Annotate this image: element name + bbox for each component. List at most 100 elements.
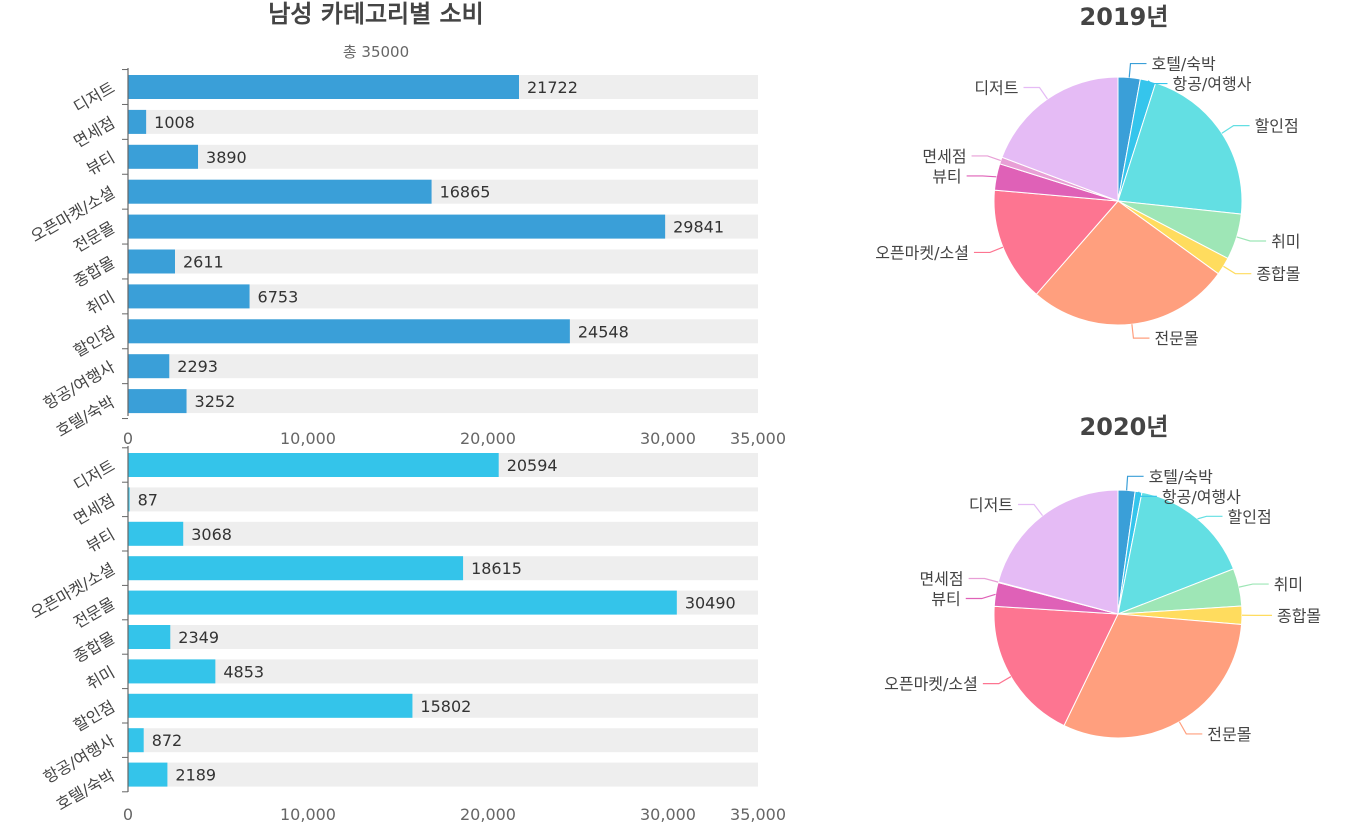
bar-뷰티[interactable]	[128, 521, 184, 546]
bar-전문몰[interactable]	[128, 214, 666, 239]
bar-디저트[interactable]	[128, 75, 519, 99]
bar-취미[interactable]	[128, 284, 250, 309]
pie-label-line	[965, 593, 996, 600]
bar-항공-여행사[interactable]	[128, 728, 144, 753]
pie-label-line	[1138, 491, 1157, 497]
pie-label: 할인점	[1228, 507, 1272, 526]
pie-label-line	[1238, 583, 1269, 588]
x-tick-label: 30,000	[640, 805, 696, 824]
bar-오픈마켓-소셜[interactable]	[128, 179, 432, 204]
category-label: 전문몰	[70, 594, 118, 633]
pie-slice-오픈마켓-소셜[interactable]	[993, 605, 1119, 727]
bar-value-label: 30490	[685, 594, 736, 613]
bar-호텔-숙박[interactable]	[128, 389, 187, 414]
pie-label: 디저트	[974, 79, 1018, 98]
chart-title: 남성 카테고리별 소비	[268, 0, 483, 28]
pie-label: 할인점	[1255, 117, 1299, 136]
pie-label: 항공/여행사	[1172, 75, 1251, 94]
pie-label: 종합몰	[1277, 606, 1321, 625]
pie-label: 오픈마켓/소셜	[875, 243, 969, 262]
pie-label-line	[973, 246, 1004, 254]
category-label: 뷰티	[83, 525, 118, 556]
pie-label: 면세점	[919, 570, 963, 589]
bar-할인점[interactable]	[128, 693, 413, 718]
category-label: 디저트	[70, 78, 118, 117]
category-label: 취미	[83, 662, 118, 693]
bar-호텔-숙박[interactable]	[128, 762, 168, 787]
bar-value-label: 872	[152, 731, 183, 750]
bar-track-면세점	[128, 109, 758, 134]
pie-label-line	[971, 155, 1001, 162]
bar-value-label: 21722	[527, 78, 578, 97]
pie-label: 호텔/숙박	[1149, 467, 1214, 486]
pie-label: 취미	[1274, 575, 1303, 594]
bar-면세점[interactable]	[128, 109, 147, 134]
pie-label-line	[968, 577, 999, 583]
bar-전문몰[interactable]	[128, 590, 677, 615]
category-label: 종합몰	[70, 628, 118, 667]
pie-label-line	[1126, 475, 1144, 491]
bar-track-취미	[128, 659, 758, 684]
bar-value-label: 15802	[420, 697, 471, 716]
bar-value-label: 6753	[258, 287, 299, 306]
bar-취미[interactable]	[128, 659, 216, 684]
bar-면세점[interactable]	[128, 487, 130, 512]
bar-뷰티[interactable]	[128, 144, 199, 169]
x-tick-label: 35,000	[730, 429, 786, 448]
pie-label-line	[982, 676, 1012, 685]
x-tick-label: 0	[123, 429, 133, 448]
pie-label: 전문몰	[1207, 725, 1251, 744]
pie-slice-오픈마켓-소셜[interactable]	[993, 189, 1120, 296]
bar-디저트[interactable]	[128, 453, 499, 477]
bar-track-항공-여행사	[128, 354, 758, 379]
bar-track-호텔-숙박	[128, 762, 758, 787]
pie-slice-전문몰[interactable]	[1035, 200, 1220, 326]
bar-할인점[interactable]	[128, 319, 570, 344]
bar-track-뷰티	[128, 521, 758, 546]
pie-label-line	[1018, 503, 1044, 516]
pie-slice-할인점[interactable]	[1117, 82, 1243, 215]
pie-label: 취미	[1271, 232, 1300, 251]
x-tick-label: 35,000	[730, 805, 786, 824]
bar-오픈마켓-소셜[interactable]	[128, 556, 464, 581]
pie-label: 뷰티	[931, 590, 960, 609]
pie-label-line	[1223, 265, 1252, 275]
pie-label: 뷰티	[932, 167, 961, 186]
pie-label: 오픈마켓/소셜	[884, 675, 978, 694]
pie-label: 면세점	[922, 147, 966, 166]
pie-label: 호텔/숙박	[1151, 55, 1216, 74]
pie-title-2020: 2020년	[1080, 413, 1169, 441]
bar-track-종합몰	[128, 625, 758, 649]
bar-value-label: 16865	[440, 183, 491, 202]
category-label: 종합몰	[70, 253, 118, 292]
bar-항공-여행사[interactable]	[128, 354, 170, 379]
x-tick-label: 20,000	[460, 805, 516, 824]
category-label: 면세점	[70, 490, 118, 529]
bar-value-label: 29841	[673, 218, 724, 237]
x-tick-label: 0	[123, 805, 133, 824]
pie-label-line	[1131, 324, 1150, 339]
pie-label-line	[966, 175, 997, 178]
pie-label-line	[1023, 86, 1048, 100]
pie-slice-전문몰[interactable]	[1063, 613, 1243, 739]
category-label: 면세점	[70, 113, 118, 152]
bar-value-label: 24548	[578, 322, 629, 341]
category-label: 취미	[83, 287, 118, 318]
bar-종합몰[interactable]	[128, 625, 171, 649]
bar-value-label: 2349	[178, 628, 219, 647]
bar-value-label: 3890	[206, 148, 247, 167]
bar-value-label: 4853	[223, 662, 264, 681]
pie-label: 종합몰	[1256, 265, 1300, 284]
pie-slice-디저트[interactable]	[1001, 76, 1119, 202]
x-tick-label: 30,000	[640, 429, 696, 448]
pie-label: 전문몰	[1154, 329, 1198, 348]
bar-track-뷰티	[128, 144, 758, 169]
bar-track-호텔-숙박	[128, 389, 758, 414]
bar-종합몰[interactable]	[128, 249, 175, 274]
pie-label-line	[1178, 721, 1203, 735]
bar-value-label: 1008	[154, 113, 195, 132]
bar-value-label: 87	[138, 490, 158, 509]
pie-label-line	[1221, 124, 1250, 134]
